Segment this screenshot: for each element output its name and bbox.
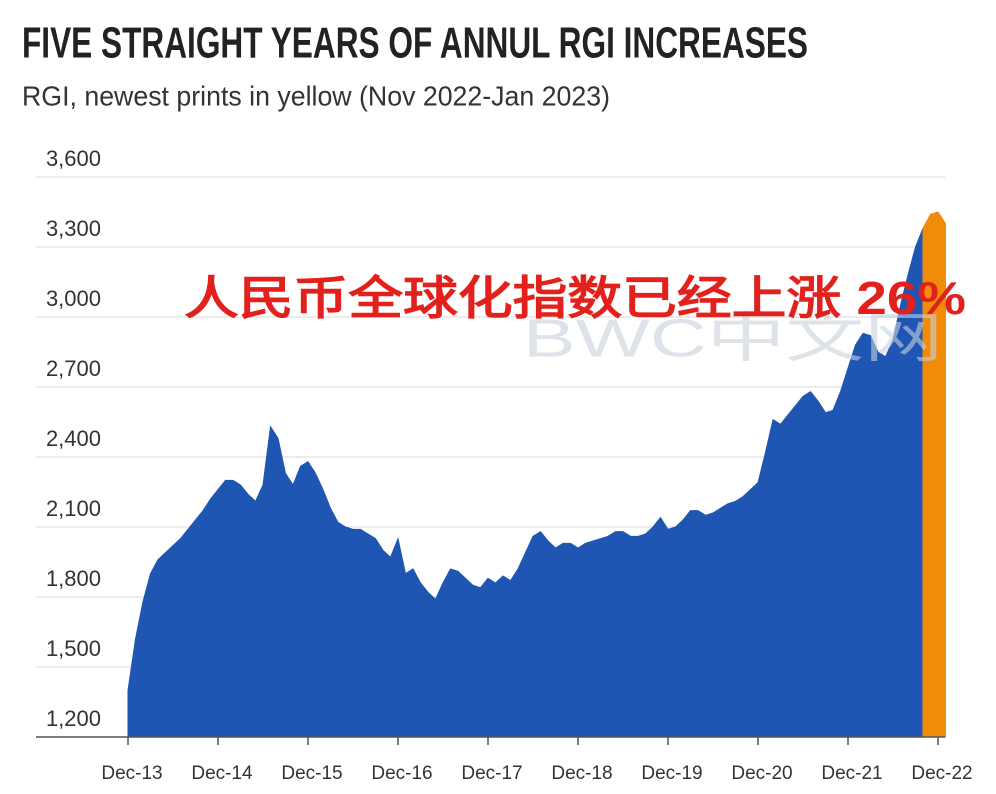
y-tick-label: 2,700 (46, 356, 101, 381)
x-tick-label: Dec-16 (371, 763, 432, 784)
x-tick-label: Dec-14 (191, 763, 253, 784)
x-tick-label: Dec-21 (821, 763, 882, 784)
chart-subtitle: RGI, newest prints in yellow (Nov 2022-J… (22, 80, 610, 111)
x-tick-label: Dec-13 (101, 763, 162, 784)
y-tick-label: 3,300 (46, 216, 101, 241)
x-tick-label: Dec-19 (641, 763, 702, 784)
x-tick-label: Dec-17 (461, 763, 522, 784)
x-tick-label: Dec-18 (551, 763, 612, 784)
y-tick-label: 1,200 (46, 706, 101, 731)
chart-title: FIVE STRAIGHT YEARS OF ANNUL RGI INCREAS… (22, 19, 808, 68)
y-tick-label: 3,600 (46, 146, 101, 171)
x-tick-label: Dec-15 (281, 763, 342, 784)
area (922, 211, 946, 738)
y-tick-label: 1,800 (46, 566, 101, 591)
y-tick-label: 3,000 (46, 286, 101, 311)
y-tick-label: 2,400 (46, 426, 101, 451)
y-tick-label: 2,100 (46, 496, 101, 521)
plot-area: 1,200 1,500 1,800 2,100 2,400 2,700 3,000 3,300… (36, 146, 973, 784)
y-tick-label: 1,500 (46, 636, 101, 661)
x-tick-label: Dec-20 (731, 763, 792, 784)
watermark: BWC中文网 (523, 308, 943, 368)
annotation: 人民币全球化指数已经上涨 26% (184, 272, 966, 324)
x-tick-label: Dec-22 (911, 763, 972, 784)
area (127, 228, 924, 738)
